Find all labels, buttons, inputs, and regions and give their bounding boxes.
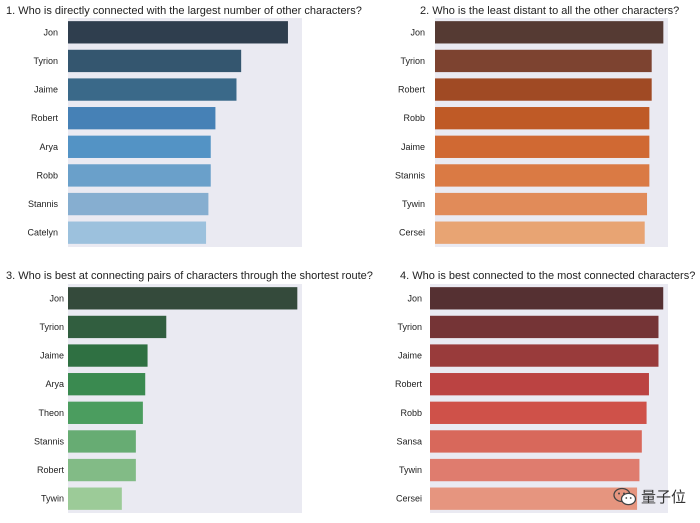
bar-arya — [68, 135, 211, 158]
tick-label-tywin: Tywin — [41, 494, 64, 504]
tick-label-jon: Jon — [49, 293, 64, 303]
tick-label-cersei: Cersei — [399, 228, 425, 238]
bar-cersei — [435, 221, 645, 244]
bar-robert — [68, 458, 136, 482]
bar-robb — [68, 164, 211, 187]
chart-title: 1. Who is directly connected with the la… — [6, 5, 362, 17]
bar-theon — [68, 401, 143, 424]
bar-catelyn — [68, 221, 207, 244]
tick-label-jaime: Jaime — [401, 142, 425, 152]
chart-4: 4. Who is best connected to the most con… — [395, 270, 695, 513]
watermark-text: 量子位 — [640, 488, 686, 506]
watermark: 量子位 — [613, 486, 686, 507]
bar-sansa — [430, 430, 642, 453]
chart-2: 2. Who is the least distant to all the o… — [395, 5, 679, 247]
bar-tyrion — [68, 49, 242, 73]
tick-label-stannis: Stannis — [34, 436, 65, 446]
tick-label-tywin: Tywin — [402, 199, 425, 209]
bar-jon — [430, 287, 664, 310]
bar-robb — [430, 401, 647, 424]
bar-jon — [68, 21, 288, 44]
chart-title: 2. Who is the least distant to all the o… — [420, 5, 679, 17]
tick-label-catelyn: Catelyn — [27, 228, 58, 238]
tick-label-theon: Theon — [38, 408, 64, 418]
tick-label-tyrion: Tyrion — [39, 322, 64, 332]
tick-label-robert: Robert — [398, 85, 426, 95]
tick-label-tyrion: Tyrion — [397, 322, 422, 332]
bar-jaime — [68, 78, 237, 101]
tick-label-arya: Arya — [39, 142, 58, 152]
bar-tywin — [430, 458, 640, 482]
tick-label-jon: Jon — [43, 27, 58, 37]
wechat-icon — [613, 487, 637, 505]
tick-label-jon: Jon — [407, 293, 422, 303]
bar-robert — [435, 78, 652, 101]
tick-label-jon: Jon — [410, 27, 425, 37]
tick-label-tywin: Tywin — [399, 465, 422, 475]
chart-title: 3. Who is best at connecting pairs of ch… — [6, 270, 373, 282]
tick-label-sansa: Sansa — [396, 436, 422, 446]
bar-robert — [68, 107, 216, 130]
bar-robert — [430, 373, 649, 396]
bar-robb — [435, 107, 650, 130]
tick-label-jaime: Jaime — [34, 85, 58, 95]
bar-stannis — [68, 192, 209, 216]
tick-label-arya: Arya — [45, 379, 64, 389]
bar-tywin — [435, 192, 648, 216]
bar-stannis — [435, 164, 650, 187]
tick-label-tyrion: Tyrion — [33, 56, 58, 66]
tick-label-robb: Robb — [36, 170, 58, 180]
tick-label-robert: Robert — [31, 113, 59, 123]
chart-3: 3. Who is best at connecting pairs of ch… — [6, 270, 373, 513]
bar-tyrion — [68, 315, 167, 339]
tick-label-robb: Robb — [403, 113, 425, 123]
bar-tywin — [68, 487, 122, 510]
bar-jaime — [430, 344, 659, 367]
bar-tyrion — [430, 315, 659, 339]
tick-label-stannis: Stannis — [28, 199, 59, 209]
bar-stannis — [68, 430, 136, 453]
tick-label-cersei: Cersei — [396, 494, 422, 504]
bar-arya — [68, 373, 146, 396]
tick-label-tyrion: Tyrion — [400, 56, 425, 66]
tick-label-jaime: Jaime — [40, 351, 64, 361]
bar-jaime — [68, 344, 148, 367]
tick-label-jaime: Jaime — [398, 351, 422, 361]
bar-jaime — [435, 135, 650, 158]
tick-label-robert: Robert — [395, 379, 423, 389]
bar-jon — [68, 287, 298, 310]
tick-label-stannis: Stannis — [395, 170, 426, 180]
chart-title: 4. Who is best connected to the most con… — [400, 270, 695, 282]
bar-tyrion — [435, 49, 652, 73]
bar-cersei — [430, 487, 638, 510]
tick-label-robert: Robert — [37, 465, 65, 475]
bar-jon — [435, 21, 664, 44]
tick-label-robb: Robb — [400, 408, 422, 418]
chart-1: 1. Who is directly connected with the la… — [6, 5, 362, 247]
